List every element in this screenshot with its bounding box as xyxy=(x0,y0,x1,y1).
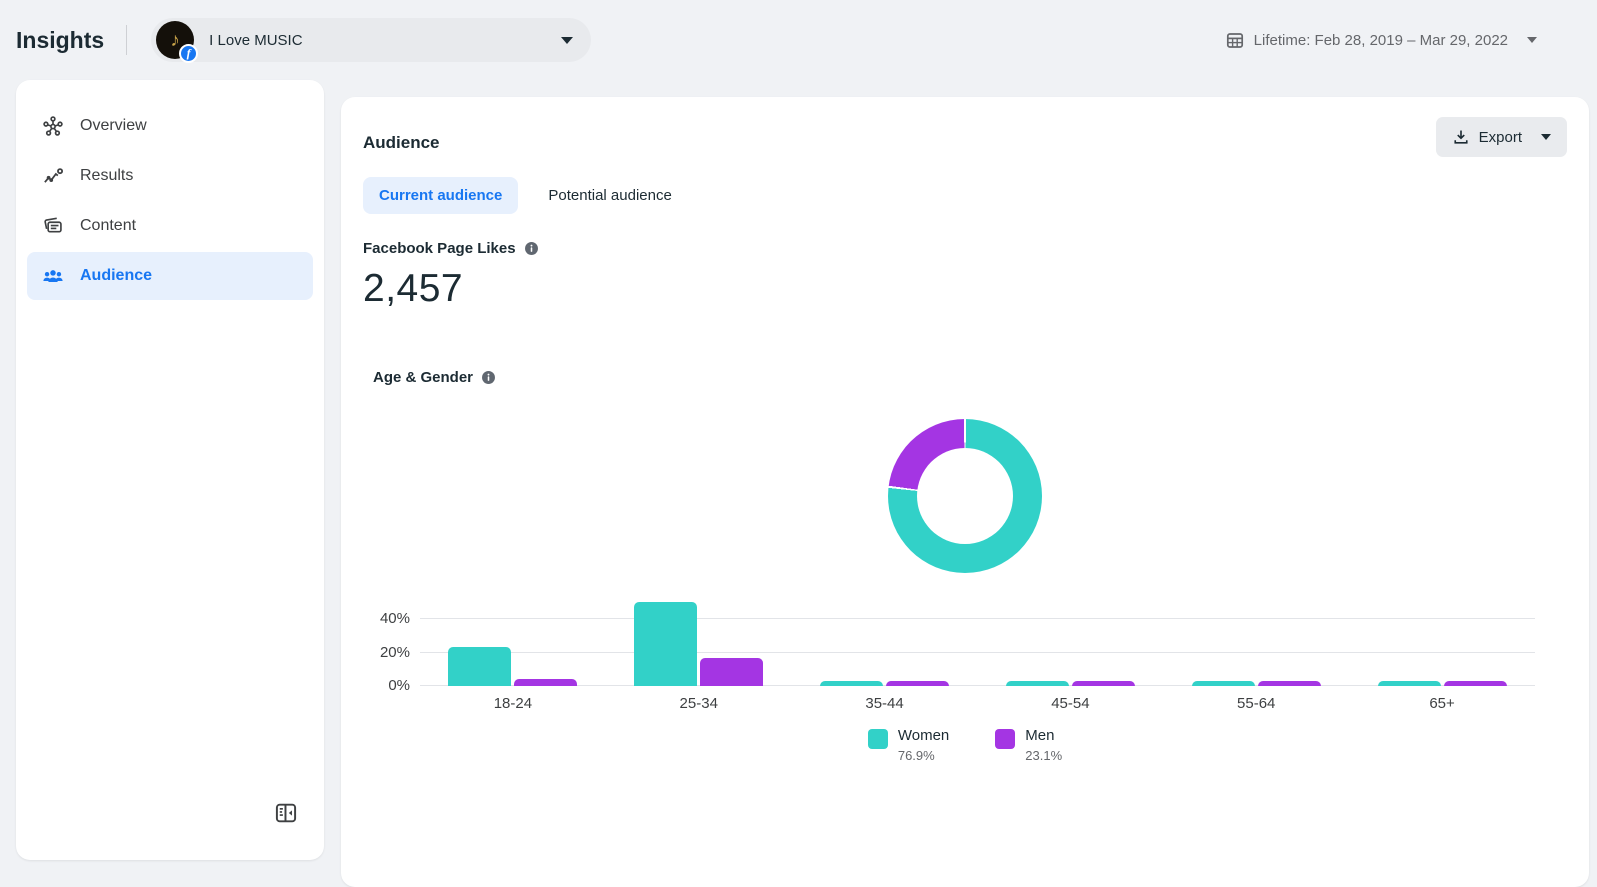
page-likes-metric: Facebook Page Likes 2,457 xyxy=(363,240,1567,311)
overview-icon xyxy=(42,115,64,137)
bar-women-55-64[interactable] xyxy=(1191,681,1255,686)
legend-text: Men 23.1% xyxy=(1025,727,1062,763)
chevron-down-icon xyxy=(1527,37,1537,43)
bar-men-35-44[interactable] xyxy=(886,681,950,686)
gridline-0 xyxy=(420,685,1535,686)
sidebar-item-overview[interactable]: Overview xyxy=(27,102,313,150)
date-range-selector[interactable]: Lifetime: Feb 28, 2019 – Mar 29, 2022 xyxy=(1225,30,1579,50)
legend-swatch xyxy=(995,729,1016,749)
collapse-sidebar-button[interactable] xyxy=(272,800,300,828)
legend-name: Men xyxy=(1025,727,1055,744)
app-title: Insights xyxy=(16,26,105,53)
sidebar-nav: Overview Results Content Audience xyxy=(27,102,313,300)
bar-group-25-34 xyxy=(606,592,792,686)
legend-percent: 76.9% xyxy=(897,748,935,763)
sidebar-item-label: Overview xyxy=(80,117,147,134)
legend-name: Women xyxy=(897,727,950,744)
export-button[interactable]: Export xyxy=(1435,117,1567,157)
audience-icon xyxy=(42,265,64,287)
page-selector[interactable]: ♪ f I Love MUSIC xyxy=(151,18,592,63)
bar-women-25-34[interactable] xyxy=(634,602,698,686)
facebook-badge-icon: f xyxy=(179,44,199,63)
bar-group-45-54 xyxy=(977,592,1163,686)
download-icon xyxy=(1454,130,1468,144)
date-range-label: Lifetime: Feb 28, 2019 – Mar 29, 2022 xyxy=(1253,31,1508,49)
info-icon[interactable] xyxy=(523,240,540,257)
bar-women-45-54[interactable] xyxy=(1005,681,1069,686)
sidebar-item-content[interactable]: Content xyxy=(27,202,313,250)
sidebar-item-audience[interactable]: Audience xyxy=(27,252,313,300)
audience-tabs: Current audience Potential audience xyxy=(363,177,1567,214)
y-tick-label: 0% xyxy=(388,677,410,694)
sidebar: Overview Results Content Audience xyxy=(16,80,324,860)
bar-men-65[interactable] xyxy=(1443,681,1507,686)
y-tick-label: 40% xyxy=(379,610,410,627)
legend-item-women: Women 76.9% xyxy=(867,727,949,763)
gridline-20 xyxy=(420,651,1535,653)
bar-women-65[interactable] xyxy=(1377,681,1441,686)
x-label-55-64: 55-64 xyxy=(1237,695,1276,712)
calendar-icon xyxy=(1226,33,1243,48)
bars xyxy=(420,592,1535,686)
sidebar-item-label: Audience xyxy=(80,267,153,284)
bar-women-35-44[interactable] xyxy=(820,681,884,686)
x-label-25-34: 25-34 xyxy=(679,695,718,712)
page-title: Audience xyxy=(363,133,440,152)
gender-donut-chart xyxy=(888,419,1042,573)
bar-men-45-54[interactable] xyxy=(1071,681,1135,686)
collapse-panel-icon xyxy=(275,803,297,823)
x-label-65: 65+ xyxy=(1429,695,1455,712)
x-axis-labels: 18-24 25-34 35-44 45-54 55-64 65+ xyxy=(420,695,1567,712)
top-header: Insights ♪ f I Love MUSIC Lifetime: Feb … xyxy=(0,0,1597,80)
bar-men-25-34[interactable] xyxy=(700,657,764,686)
bar-group-35-44 xyxy=(792,592,978,686)
page-avatar: ♪ f xyxy=(156,21,199,63)
chart-legend: Women 76.9% Men 23.1% xyxy=(363,727,1567,763)
header-divider xyxy=(126,25,128,55)
age-gender-section-title: Age & Gender xyxy=(363,369,1567,386)
main-panel: Audience Export Current audience Potentia… xyxy=(341,97,1589,887)
y-tick-label: 20% xyxy=(379,643,410,661)
music-note-icon: ♪ xyxy=(170,29,180,51)
content-icon xyxy=(42,215,64,237)
age-gender-title: Age & Gender xyxy=(373,369,474,386)
chevron-down-icon xyxy=(1541,134,1551,140)
plot-area xyxy=(420,592,1535,686)
tab-potential-audience[interactable]: Potential audience xyxy=(542,177,677,214)
sidebar-item-label: Results xyxy=(80,167,134,184)
x-label-45-54: 45-54 xyxy=(1051,695,1090,712)
bar-group-18-24 xyxy=(420,592,606,686)
bar-group-65 xyxy=(1349,592,1535,686)
gridline-40 xyxy=(420,618,1535,619)
metric-value: 2,457 xyxy=(363,267,464,310)
export-label: Export xyxy=(1478,128,1522,146)
legend-swatch xyxy=(867,729,888,749)
sidebar-item-results[interactable]: Results xyxy=(27,152,313,200)
bar-men-55-64[interactable] xyxy=(1257,681,1321,686)
legend-item-men: Men 23.1% xyxy=(995,727,1062,763)
age-gender-bar-chart: 0% 20% 40% 18-24 25-34 35-44 45-54 55-64 65+ xyxy=(363,592,1567,712)
metric-label: Facebook Page Likes xyxy=(363,240,516,257)
bar-group-55-64 xyxy=(1163,592,1349,686)
legend-text: Women 76.9% xyxy=(898,727,949,763)
legend-percent: 23.1% xyxy=(1025,748,1063,763)
bar-women-18-24[interactable] xyxy=(448,647,512,686)
page-name: I Love MUSIC xyxy=(209,31,303,49)
x-label-35-44: 35-44 xyxy=(865,695,904,712)
chevron-down-icon xyxy=(561,36,574,44)
sidebar-item-label: Content xyxy=(80,217,137,234)
info-icon[interactable] xyxy=(480,369,497,386)
results-icon xyxy=(42,165,64,187)
x-label-18-24: 18-24 xyxy=(493,695,533,712)
bar-men-18-24[interactable] xyxy=(514,679,578,686)
y-axis: 0% 20% 40% xyxy=(363,592,420,694)
tab-current-audience[interactable]: Current audience xyxy=(363,177,519,214)
